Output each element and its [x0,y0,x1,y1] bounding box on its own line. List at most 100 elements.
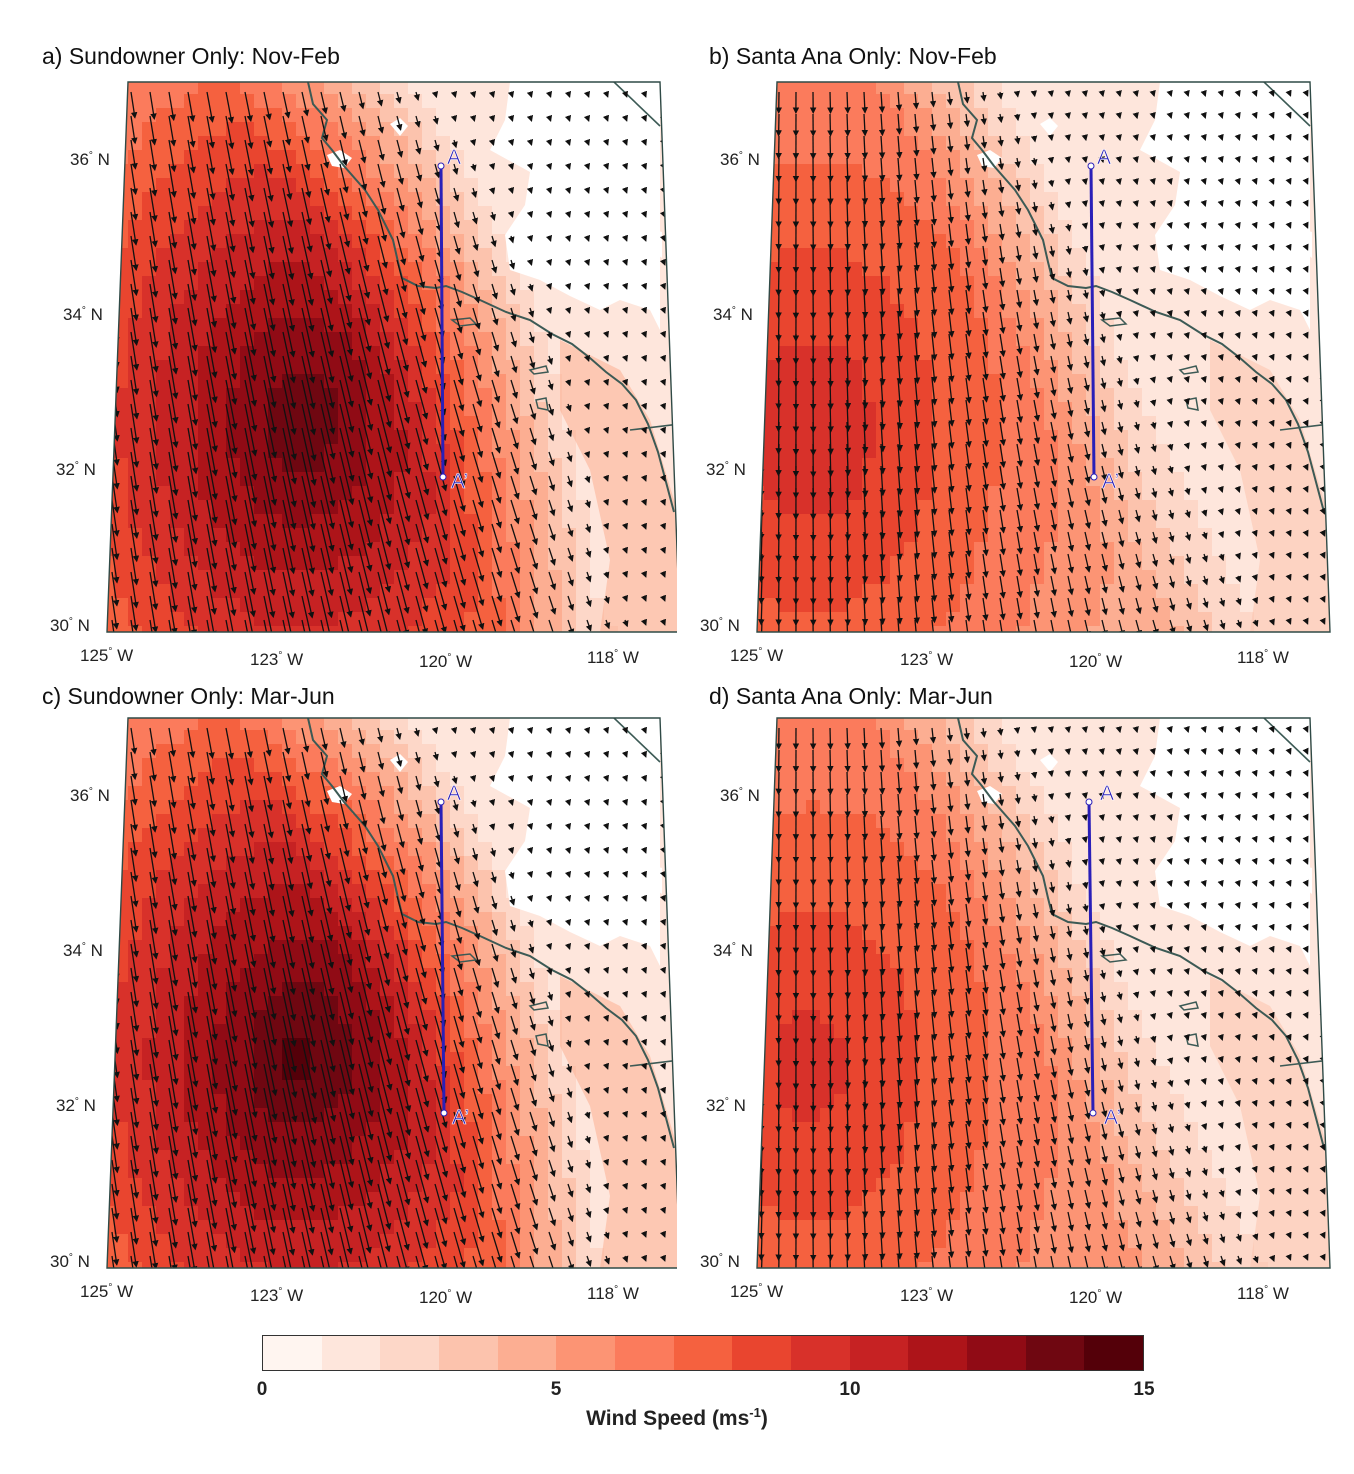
wind-vector [548,427,555,442]
wind-vector [547,403,555,416]
wind-vector [1319,901,1326,909]
wind-vector [1319,1055,1326,1063]
wind-vector [758,859,765,886]
wind-vector [1319,265,1326,273]
wind-vector [396,427,411,475]
wind-vector [377,139,385,161]
wind-vector [453,379,465,412]
wind-vector [263,259,276,306]
wind-vector [320,427,336,485]
wind-vector [583,426,591,435]
transect-end-point [1090,473,1098,481]
latitude-label: 34° N [713,305,753,324]
wind-vector [640,378,647,386]
wind-vector [758,947,765,977]
wind-vector [187,139,196,174]
wind-vector [339,187,350,221]
wind-vector [168,427,179,473]
wind-vector [1319,769,1326,777]
wind-vector [529,403,537,421]
wind-vector [1081,178,1088,186]
wind-vector [453,283,463,308]
wind-vector [1319,1011,1326,1019]
wind-vector [244,355,258,407]
wind-vector [130,259,139,297]
wind-vector [565,403,572,412]
wind-vector [526,162,534,171]
wind-vector [434,235,443,259]
transect-start-label: A [1100,782,1114,805]
wind-vector [453,427,466,463]
wind-vector [225,115,235,150]
longitude-label: 123° W [900,1286,954,1305]
wind-vector [413,91,420,101]
wind-vector [168,163,177,198]
wind-vector [640,234,647,242]
wind-vector [415,235,425,262]
wind-vector [358,355,373,406]
wind-vector [844,135,851,160]
wind-vector [1319,199,1326,207]
wind-vector [301,427,317,486]
wind-vector [149,187,158,222]
wind-vector [320,139,330,169]
wind-vector [339,427,355,482]
wind-vector [263,379,278,434]
wind-vector [453,355,464,386]
wind-vector [472,235,479,252]
wind-vector [225,355,238,406]
wind-vector [206,283,218,328]
wind-vector [659,402,666,410]
wind-vector [358,211,369,245]
wind-vector [564,234,572,243]
colorbar-swatch [380,1336,440,1370]
longitude-label: 125° W [730,646,784,665]
wind-vector [758,903,765,931]
wind-vector [758,201,765,228]
wind-vector [545,306,553,315]
wind-vector [396,403,411,450]
wind-speed-field [757,718,1330,1268]
wind-vector [489,211,496,221]
wind-vector [301,91,310,117]
wind-vector [244,379,258,432]
wind-vector [149,379,159,422]
wind-vector [320,235,333,278]
wind-vector [434,187,442,206]
wind-vector [507,90,515,99]
wind-vector [758,377,765,410]
wind-vector [414,115,421,128]
wind-vector [130,115,138,145]
wind-vector [263,331,277,383]
panel-b: b) Santa Ana Only: Nov-Feb A A’ [650,0,1340,690]
colorbar-swatch [732,1336,792,1370]
wind-vector [225,163,236,201]
wind-vector [206,115,216,149]
wind-vector [434,163,441,179]
wind-vector [187,331,198,377]
wind-vector [1319,221,1326,229]
wind-vector [491,331,500,352]
wind-vector [376,91,384,107]
wind-vector [263,91,272,121]
wind-vector [545,114,553,123]
wind-vector [453,331,464,360]
wind-vector [320,379,336,435]
wind-vector [415,403,429,446]
wind-vector [244,427,258,481]
wind-vector [301,307,315,358]
wind-vector [827,91,834,114]
wind-vector [130,187,139,221]
wind-vector [1319,89,1326,97]
wind-vector [415,427,430,471]
latitude-label: 34° N [63,305,103,324]
wind-vector [320,211,332,251]
wind-vector [301,403,317,462]
wind-vector [564,282,572,291]
wind-vector [564,306,572,315]
wind-vector [827,201,834,228]
wind-vector [758,1233,765,1261]
wind-vector [758,793,765,818]
wind-vector [111,919,120,956]
wind-vector [377,307,391,350]
